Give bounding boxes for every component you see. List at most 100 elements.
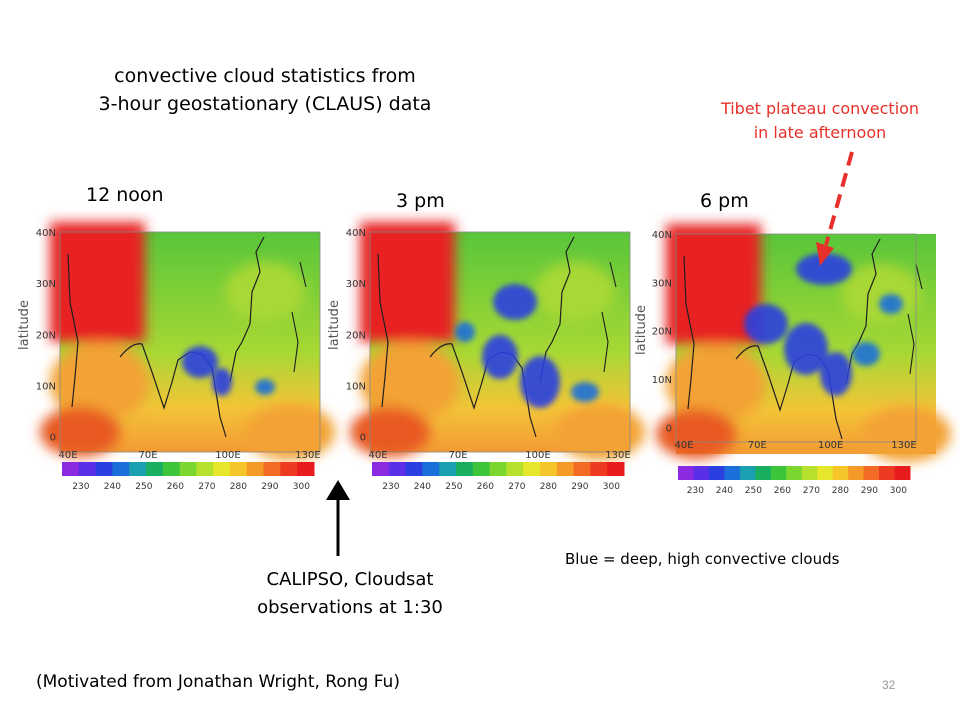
lat-tick-label: 40N [652,230,672,241]
lon-tick-label: 70E [138,450,157,461]
colorbar-tick-label: 290 [571,482,588,492]
tibet-annotation: Tibet plateau convection in late afterno… [690,97,950,145]
colorbar-swatch [146,462,164,476]
colorbar-swatch [472,462,491,476]
lat-tick-label: 40N [346,228,366,239]
colorbar-swatch [388,462,407,476]
lat-tick-label: 30N [346,279,366,290]
lat-tick-label: 30N [36,279,56,290]
longitude-ticks: 40E 70E 100E 130E 40E 70E 100E 130E 40E 70E 100E 13… [58,440,916,461]
colorbar-swatch [879,466,896,480]
slide-title: convective cloud statistics from 3-hour … [30,62,500,118]
lat-tick-label: 30N [652,278,672,289]
colorbar-swatch [213,462,231,476]
colorbar-tick-label: 240 [414,482,431,492]
lon-tick-label: 70E [748,440,767,451]
colorbar-swatch [129,462,147,476]
lon-tick-label: 100E [818,440,843,451]
lon-tick-label: 130E [295,450,320,461]
colorbar-tick-label: 230 [687,486,704,496]
lat-tick-label: 10N [346,381,366,392]
colorbar-swatch [372,462,390,476]
latitude-label-1: latitude [17,300,32,350]
blue-clouds-note: Blue = deep, high convective clouds [565,550,840,568]
calipso-arrow [326,480,350,556]
colorbar-tick-label: 260 [167,482,184,492]
lat-tick-label: 10N [36,381,56,392]
latitude-ticks: 40N 30N 20N 10N 0 40N 30N 20N 10N 0 40N 30N 20N 10N 0 [36,228,672,444]
title-line-2: 3-hour geostationary (CLAUS) data [98,93,432,115]
colorbar-tick-label: 280 [540,482,557,492]
colorbar-swatch [693,466,710,480]
colorbar-tick-label: 250 [745,486,762,496]
colorbar-swatch [246,462,265,476]
colorbar-swatch [832,466,849,480]
lon-tick-label: 100E [525,450,550,461]
colorbar-tick-label: 300 [890,486,907,496]
colorbar-swatch [456,462,474,476]
colorbar-tick-label: 260 [477,482,494,492]
tibet-annotation-line-1: Tibet plateau convection [720,99,920,118]
colorbar-swatch [179,462,197,476]
colorbar-swatch [196,462,214,476]
colorbar-swatch [162,462,181,476]
map-label-3pm: 3 pm [396,190,445,212]
colorbar-swatch [405,462,423,476]
colorbars: 230 240 250 260 270 280 290 300 230 240 250 260 270 2… [62,462,911,496]
colorbar-swatch [280,462,298,476]
colorbar-swatch [540,462,558,476]
colorbar-swatch [95,462,113,476]
colorbar-tick-label: 280 [832,486,849,496]
title-line-1: convective cloud statistics from [114,65,416,87]
colorbar-swatch [489,462,507,476]
colorbar-swatch [62,462,80,476]
colorbar-tick-label: 230 [382,482,399,492]
lon-tick-label: 40E [58,450,77,461]
map-noon [40,222,335,460]
credit-text: (Motivated from Jonathan Wright, Rong Fu… [36,672,400,692]
colorbar-tick-label: 250 [135,482,152,492]
colorbar-tick-label: 250 [445,482,462,492]
colorbar-swatch [573,462,591,476]
map-6pm [656,224,951,462]
colorbar-swatch [863,466,880,480]
lon-tick-label: 40E [368,450,387,461]
colorbar-swatch [506,462,524,476]
colorbar-tick-label: 300 [293,482,310,492]
lat-tick-label: 0 [50,433,56,444]
lat-tick-label: 10N [652,375,672,386]
colorbar-swatch [770,466,787,480]
lon-tick-label: 70E [448,450,467,461]
colorbar-swatch [848,466,865,480]
colorbar-swatch [263,462,281,476]
lon-tick-label: 130E [891,440,916,451]
tibet-annotation-line-2: in late afternoon [753,123,887,142]
lat-tick-label: 0 [666,423,672,434]
calipso-note: CALIPSO, Cloudsat observations at 1:30 [200,566,500,622]
colorbar-swatch [817,466,834,480]
colorbar-swatch [78,462,97,476]
colorbar-tick-label: 290 [261,482,278,492]
lon-tick-label: 40E [674,440,693,451]
colorbar-tick-label: 230 [72,482,89,492]
colorbar-swatch [786,466,803,480]
colorbar-swatch [590,462,608,476]
tibet-arrow [816,151,854,266]
colorbar-tick-label: 300 [603,482,620,492]
map-3pm [350,222,645,460]
colorbar-swatch [801,466,818,480]
lat-tick-label: 20N [346,330,366,341]
page-number: 32 [882,678,896,692]
colorbar-swatch [556,462,575,476]
colorbar-swatch [724,466,741,480]
colorbar-tick-label: 270 [803,486,820,496]
colorbar-swatch [230,462,248,476]
colorbar-swatch [708,466,725,480]
colorbar-tick-label: 290 [861,486,878,496]
latitude-label-2: latitude [327,300,342,350]
latitude-label-3: latitude [634,305,649,355]
calipso-line-1: CALIPSO, Cloudsat [266,569,434,590]
map-label-noon: 12 noon [86,184,164,206]
lon-tick-label: 130E [605,450,630,461]
